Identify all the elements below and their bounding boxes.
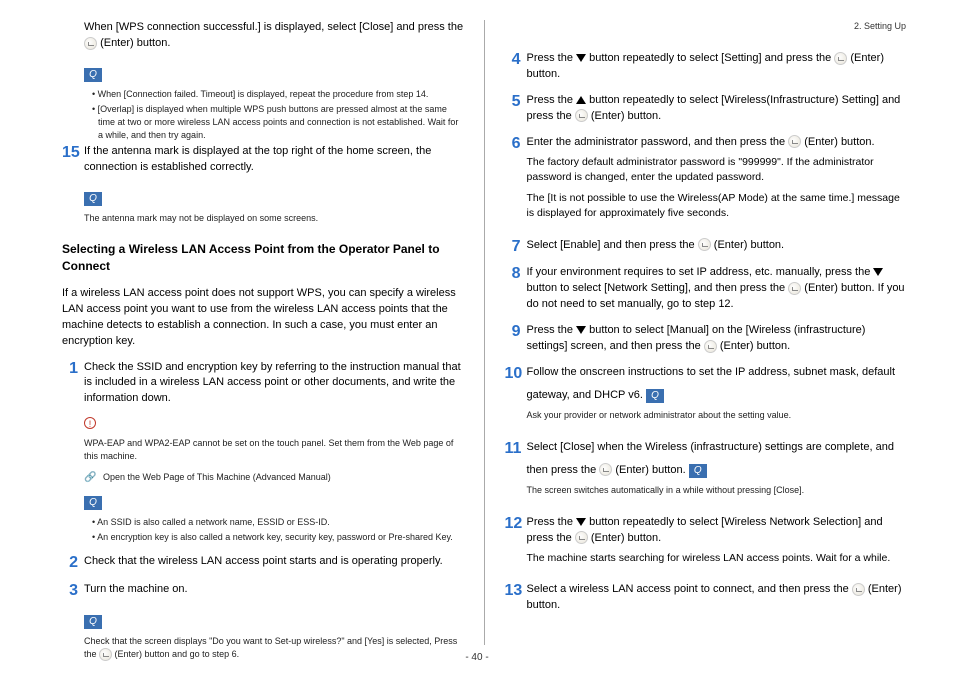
step-2: 2 Check that the wireless LAN access poi… (62, 554, 464, 572)
warning-text: WPA-EAP and WPA2-EAP cannot be set on th… (84, 437, 464, 463)
intro-text: When [WPS connection successful.] is dis… (84, 20, 464, 52)
step-num-13: 13 (505, 582, 527, 614)
step-num-9: 9 (505, 323, 527, 355)
enter-icon (788, 282, 801, 295)
right-column: 2. Setting Up 4 Press the button repeate… (489, 20, 927, 645)
note-overlap: [Overlap] is displayed when multiple WPS… (92, 103, 464, 142)
enter-icon (698, 238, 711, 251)
memo-icon: Q (84, 68, 102, 82)
step-4-body: Press the button repeatedly to select [S… (527, 51, 907, 83)
step-15: 15 If the antenna mark is displayed at t… (62, 144, 464, 176)
step-num-10: 10 (505, 365, 527, 430)
header-section: 2. Setting Up (505, 20, 907, 33)
step-num-4: 4 (505, 51, 527, 83)
step-num-5: 5 (505, 93, 527, 125)
step-12-note: The machine starts searching for wireles… (527, 551, 907, 566)
step-13: 13 Select a wireless LAN access point to… (505, 582, 907, 614)
column-divider (484, 20, 485, 645)
step-num-3: 3 (62, 582, 84, 600)
step-3-body: Turn the machine on. (84, 582, 464, 600)
step-9: 9 Press the button to select [Manual] on… (505, 323, 907, 355)
memo-icon: Q (84, 192, 102, 206)
step-12: 12 Press the button repeatedly to select… (505, 515, 907, 572)
intro-b: (Enter) button. (100, 37, 170, 49)
down-arrow-icon (576, 54, 586, 62)
intro-block: When [WPS connection successful.] is dis… (84, 20, 464, 142)
step-5: 5 Press the button repeatedly to select … (505, 93, 907, 125)
step-11: 11 Select [Close] when the Wireless (inf… (505, 440, 907, 505)
step-15-notes: Q The antenna mark may not be displayed … (84, 186, 464, 225)
enter-icon (704, 340, 717, 353)
step-7-body: Select [Enable] and then press the (Ente… (527, 238, 907, 256)
enter-icon (788, 135, 801, 148)
step-9-body: Press the button to select [Manual] on t… (527, 323, 907, 355)
antenna-note: The antenna mark may not be displayed on… (84, 212, 464, 225)
step-num-6: 6 (505, 135, 527, 228)
step-num-11: 11 (505, 440, 527, 505)
page-container: When [WPS connection successful.] is dis… (0, 0, 954, 675)
step-8-body: If your environment requires to set IP a… (527, 265, 907, 313)
step-15-body: If the antenna mark is displayed at the … (84, 144, 464, 176)
up-arrow-icon (576, 96, 586, 104)
link-icon: 🔗 (84, 471, 96, 486)
enter-icon (834, 52, 847, 65)
step-7: 7 Select [Enable] and then press the (En… (505, 238, 907, 256)
section-title: Selecting a Wireless LAN Access Point fr… (62, 241, 464, 276)
step-10-body: Follow the onscreen instructions to set … (527, 365, 907, 430)
step-6-sub2: The [It is not possible to use the Wirel… (527, 191, 907, 221)
step-8: 8 If your environment requires to set IP… (505, 265, 907, 313)
enter-icon (84, 37, 97, 50)
memo-icon: Q (646, 389, 664, 403)
down-arrow-icon (576, 326, 586, 334)
enter-icon (599, 463, 612, 476)
step-6-body: Enter the administrator password, and th… (527, 135, 907, 228)
enter-icon (575, 109, 588, 122)
memo-icon: Q (689, 464, 707, 478)
enter-icon (852, 583, 865, 596)
step-1-extras: ! WPA-EAP and WPA2-EAP cannot be set on … (84, 417, 464, 544)
ssid-note: An SSID is also called a network name, E… (92, 516, 464, 529)
step-num-2: 2 (62, 554, 84, 572)
step-3: 3 Turn the machine on. (62, 582, 464, 600)
step-11-note: The screen switches automatically in a w… (527, 484, 907, 497)
step-1: 1 Check the SSID and encryption key by r… (62, 360, 464, 408)
warning-row: ! (84, 417, 464, 433)
step-10-note: Ask your provider or network administrat… (527, 409, 907, 422)
enckey-note: An encryption key is also called a netwo… (92, 531, 464, 544)
step-6: 6 Enter the administrator password, and … (505, 135, 907, 228)
step-2-body: Check that the wireless LAN access point… (84, 554, 464, 572)
down-arrow-icon (576, 518, 586, 526)
section-intro: If a wireless LAN access point does not … (62, 286, 464, 350)
intro-a: When [WPS connection successful.] is dis… (84, 21, 463, 33)
memo-icon: Q (84, 615, 102, 629)
down-arrow-icon (873, 268, 883, 276)
step-6-sub1: The factory default administrator passwo… (527, 155, 907, 185)
step-5-body: Press the button repeatedly to select [W… (527, 93, 907, 125)
left-column: When [WPS connection successful.] is dis… (28, 20, 480, 645)
page-number: - 40 - (0, 652, 954, 663)
step-13-body: Select a wireless LAN access point to co… (527, 582, 907, 614)
step-1-body: Check the SSID and encryption key by ref… (84, 360, 464, 408)
step-10: 10 Follow the onscreen instructions to s… (505, 365, 907, 430)
step-num-8: 8 (505, 265, 527, 313)
link-label: Open the Web Page of This Machine (Advan… (103, 472, 331, 482)
step-4: 4 Press the button repeatedly to select … (505, 51, 907, 83)
step-num-7: 7 (505, 238, 527, 256)
step-num-12: 12 (505, 515, 527, 572)
step-12-body: Press the button repeatedly to select [W… (527, 515, 907, 572)
note-timeout: When [Connection failed. Timeout] is dis… (92, 88, 464, 101)
link-row[interactable]: 🔗 Open the Web Page of This Machine (Adv… (84, 471, 464, 486)
enter-icon (575, 531, 588, 544)
warning-icon: ! (84, 417, 96, 429)
step-num-1: 1 (62, 360, 84, 408)
memo-icon: Q (84, 496, 102, 510)
step-11-body: Select [Close] when the Wireless (infras… (527, 440, 907, 505)
step-num-15: 15 (62, 144, 84, 176)
